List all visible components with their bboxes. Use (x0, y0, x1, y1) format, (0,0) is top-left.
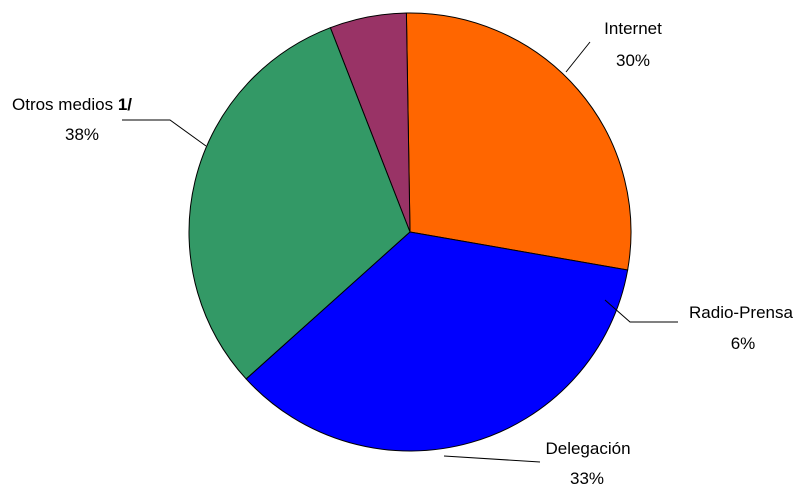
pie-slices (188, 12, 632, 452)
slice-label-otros-medios-text: Otros medios (12, 95, 113, 114)
leader-line-radio-prensa (604, 299, 678, 323)
slice-label-internet-name: Internet (604, 19, 662, 38)
pie-slice-delegacion (188, 27, 411, 380)
pie-slice-otros-medios (245, 231, 629, 452)
slice-label-delegacion-percent: 33% (570, 469, 604, 488)
slice-label-otros-medios-name: Otros medios 1/ (12, 95, 132, 114)
leader-line-delegacion (443, 455, 541, 463)
pie-slice-internet (405, 12, 632, 271)
slice-label-otros-medios-percent: 38% (65, 125, 99, 144)
slice-label-otros-medios-note: 1/ (118, 95, 132, 114)
slice-label-internet-percent: 30% (616, 51, 650, 70)
slice-label-radio-prensa-percent: 6% (731, 334, 756, 353)
slice-label-internet: Internet 30% (604, 19, 662, 70)
slice-label-otros-medios: Otros medios 1/ 38% (12, 95, 132, 144)
slice-label-radio-prensa: Radio-Prensa 6% (689, 303, 793, 353)
slice-label-radio-prensa-name: Radio-Prensa (689, 303, 793, 322)
slice-label-delegacion: Delegación 33% (545, 439, 630, 488)
leader-lines (122, 41, 678, 463)
leader-line-otros-medios (122, 119, 207, 147)
leader-line-internet (565, 41, 591, 73)
slice-label-delegacion-name: Delegación (545, 439, 630, 458)
